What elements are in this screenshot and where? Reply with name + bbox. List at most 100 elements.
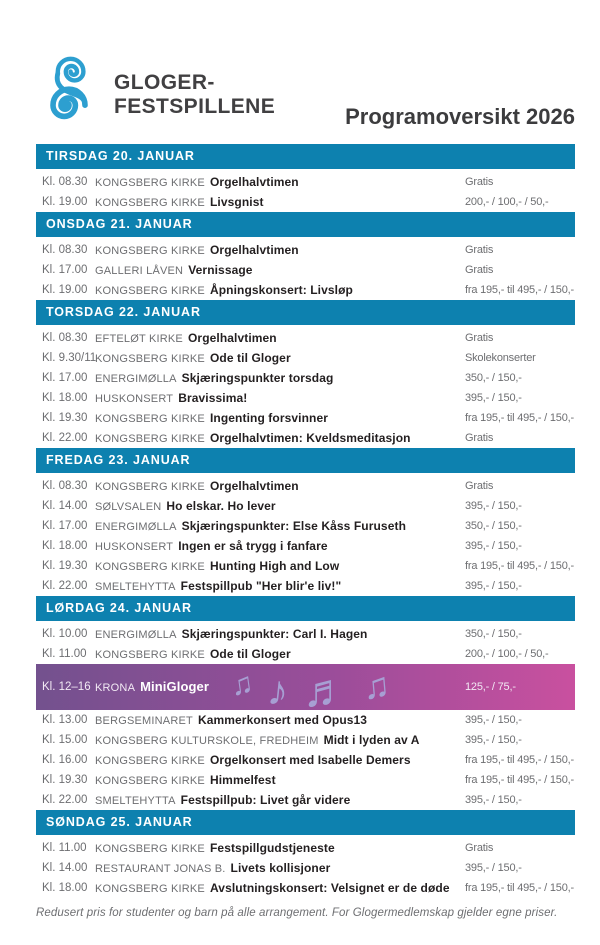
event-desc: KONGSBERG KIRKE Orgelkonsert med Isabelle… (95, 750, 465, 771)
event-row: Kl. 18.00 HUSKONSERT Ingen er så trygg i … (36, 536, 575, 556)
event-title: Ho elskar. Ho lever (166, 499, 276, 513)
event-row: Kl. 15.00 KONGSBERG KULTURSKOLE, FREDHEI… (36, 730, 575, 750)
page-title: Programoversikt 2026 (345, 104, 575, 129)
event-title: Orgelhalvtimen (209, 175, 299, 189)
day-header-label: TORSDAG 22. JANUAR (46, 305, 201, 319)
event-price: 395,- / 150,- (465, 862, 522, 874)
section-rows: Kl. 08.30 KONGSBERG KIRKE Orgelhalvtimen … (36, 172, 575, 212)
event-title: MiniGloger (140, 679, 210, 694)
event-row: Kl. 08.30 KONGSBERG KIRKE Orgelhalvtimen … (36, 172, 575, 192)
event-row: Kl. 11.00 KONGSBERG KIRKE Festspillgudstj… (36, 838, 575, 858)
event-venue: KONGSBERG KIRKE (95, 353, 205, 365)
event-price: Skolekonserter (465, 352, 536, 364)
section-rows: Kl. 08.30 KONGSBERG KIRKE Orgelhalvtimen … (36, 240, 575, 300)
day-header-label: LØRDAG 24. JANUAR (46, 601, 192, 615)
event-price: fra 195,- til 495,- / 150,- (465, 412, 574, 424)
event-row: Kl. 17.00 GALLERI LÅVEN Vernissage Gratis (36, 260, 575, 280)
event-desc: KONGSBERG KIRKE Åpningskonsert: Livsløp (95, 280, 465, 301)
day-header-label: TIRSDAG 20. JANUAR (46, 149, 195, 163)
event-price: 395,- / 150,- (465, 540, 522, 552)
event-price: Gratis (465, 480, 494, 492)
event-row: Kl. 17.00 ENERGIMØLLA Skjæringspunkter: E… (36, 516, 575, 536)
event-time: Kl. 18.00 (42, 882, 88, 894)
event-venue: ENERGIMØLLA (95, 629, 177, 641)
event-time: Kl. 17.00 (42, 520, 88, 532)
day-header: LØRDAG 24. JANUAR (36, 596, 575, 621)
event-time: Kl. 22.00 (42, 580, 88, 592)
event-title: Avslutningskonsert: Velsignet er de døde (209, 881, 450, 895)
event-price: fra 195,- til 495,- / 150,- (465, 882, 574, 894)
event-price: 395,- / 150,- (465, 734, 522, 746)
event-desc: KONGSBERG KIRKE Ode til Gloger (95, 348, 465, 369)
logo-line1: GLOGER- (114, 71, 215, 94)
event-time: Kl. 08.30 (42, 244, 88, 256)
event-venue: KONGSBERG KIRKE (95, 843, 205, 855)
event-title: Ingen er så trygg i fanfare (178, 539, 328, 553)
event-price: 125,- / 75,- (465, 681, 516, 693)
event-venue: RESTAURANT JONAS B. (95, 863, 226, 875)
event-price: 395,- / 150,- (465, 794, 522, 806)
event-venue: KONGSBERG KIRKE (95, 481, 205, 493)
event-venue: KONGSBERG KIRKE (95, 433, 205, 445)
event-time: Kl. 17.00 (42, 264, 88, 276)
event-venue: KONGSBERG KIRKE (95, 197, 205, 209)
event-price: 395,- / 150,- (465, 714, 522, 726)
event-desc: KONGSBERG KIRKE Orgelhalvtimen: Kveldsmed… (95, 428, 465, 449)
event-row: Kl. 19.30 KONGSBERG KIRKE Ingenting forsv… (36, 408, 575, 428)
event-desc: BERGSEMINARET Kammerkonsert med Opus13 (95, 710, 465, 731)
event-venue: KONGSBERG KIRKE (95, 775, 205, 787)
event-price: fra 195,- til 495,- / 150,- (465, 560, 574, 572)
event-title: Vernissage (188, 263, 253, 277)
event-price: Gratis (465, 842, 494, 854)
event-price: 395,- / 150,- (465, 392, 522, 404)
event-time: Kl. 18.00 (42, 392, 88, 404)
event-desc: KONGSBERG KIRKE Ode til Gloger (95, 644, 465, 665)
event-row: Kl. 13.00 BERGSEMINARET Kammerkonsert med… (36, 710, 575, 730)
event-title: Orgelkonsert med Isabelle Demers (209, 753, 411, 767)
event-time: Kl. 19.30 (42, 412, 88, 424)
event-time: Kl. 08.30 (42, 176, 88, 188)
event-price: Gratis (465, 432, 494, 444)
event-desc: ENERGIMØLLA Skjæringspunkter: Carl I. Hag… (95, 624, 465, 645)
event-venue: KONGSBERG KIRKE (95, 649, 205, 661)
page-content: GLOGER- FESTSPILLENE Programoversikt 202… (36, 0, 575, 919)
event-desc: EFTELØT KIRKE Orgelhalvtimen (95, 328, 465, 349)
event-time: Kl. 13.00 (42, 714, 88, 726)
section-rows: Kl. 10.00 ENERGIMØLLA Skjæringspunkter: C… (36, 624, 575, 810)
day-header-label: FREDAG 23. JANUAR (46, 453, 191, 467)
event-venue: KONGSBERG KIRKE (95, 561, 205, 573)
gloger-spiral-logo-icon (50, 56, 88, 120)
event-venue: KONGSBERG KIRKE (95, 285, 205, 297)
event-time: Kl. 19.00 (42, 196, 88, 208)
event-time: Kl. 11.00 (42, 842, 87, 854)
event-title: Festspillpub "Her blir'e liv!" (180, 579, 342, 593)
event-desc: KONGSBERG KIRKE Festspillgudstjeneste (95, 838, 465, 859)
event-row: Kl. 14.00 RESTAURANT JONAS B. Livets koll… (36, 858, 575, 878)
day-section: TIRSDAG 20. JANUAR Kl. 08.30 KONGSBERG K… (36, 144, 575, 212)
event-row: Kl. 08.30 KONGSBERG KIRKE Orgelhalvtimen … (36, 240, 575, 260)
event-title: Skjæringspunkter torsdag (181, 371, 334, 385)
event-title: Himmelfest (209, 773, 276, 787)
event-row: Kl. 22.00 SMELTEHYTTA Festspillpub "Her b… (36, 576, 575, 596)
day-header-label: SØNDAG 25. JANUAR (46, 815, 193, 829)
event-time: Kl. 16.00 (42, 754, 88, 766)
event-venue: KONGSBERG KULTURSKOLE, FREDHEIM (95, 735, 319, 747)
event-time: Kl. 18.00 (42, 540, 88, 552)
event-time: Kl. 14.00 (42, 862, 88, 874)
event-price: 200,- / 100,- / 50,- (465, 648, 549, 660)
event-venue: KONGSBERG KIRKE (95, 883, 205, 895)
event-desc: SMELTEHYTTA Festspillpub "Her blir'e liv!… (95, 576, 465, 597)
event-row: Kl. 08.30 KONGSBERG KIRKE Orgelhalvtimen … (36, 476, 575, 496)
event-title: Hunting High and Low (209, 559, 340, 573)
program-list: TIRSDAG 20. JANUAR Kl. 08.30 KONGSBERG K… (36, 144, 575, 898)
event-time: Kl. 15.00 (42, 734, 88, 746)
event-row: Kl. 17.00 ENERGIMØLLA Skjæringspunkter to… (36, 368, 575, 388)
event-desc: ENERGIMØLLA Skjæringspunkter torsdag (95, 368, 465, 389)
day-section: ONSDAG 21. JANUAR Kl. 08.30 KONGSBERG KI… (36, 212, 575, 300)
event-title: Orgelhalvtimen (209, 243, 299, 257)
day-section: TORSDAG 22. JANUAR Kl. 08.30 EFTELØT KIR… (36, 300, 575, 448)
day-header: FREDAG 23. JANUAR (36, 448, 575, 473)
event-price: 395,- / 150,- (465, 500, 522, 512)
event-title: Festspillpub: Livet går videre (180, 793, 351, 807)
